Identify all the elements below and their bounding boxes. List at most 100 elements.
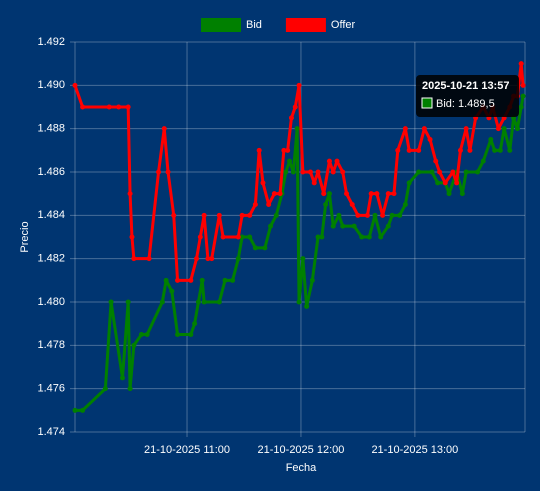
point	[296, 299, 302, 305]
point	[290, 169, 296, 175]
point	[131, 342, 137, 348]
point	[247, 234, 253, 240]
point	[131, 256, 137, 262]
point	[205, 256, 211, 262]
tooltip: 2025-10-21 13:57 Bid: 1.489,5	[416, 75, 519, 117]
point	[256, 147, 262, 153]
point	[296, 82, 302, 88]
point	[457, 147, 463, 153]
tooltip-swatch	[421, 97, 433, 109]
point	[72, 82, 78, 88]
point	[209, 256, 215, 262]
point	[106, 104, 112, 110]
point	[319, 234, 325, 240]
point	[163, 277, 169, 283]
x-axis-title: Fecha	[286, 462, 317, 474]
y-tick-label: 1.486	[37, 166, 65, 178]
point	[235, 256, 241, 262]
point	[480, 158, 486, 164]
point	[395, 147, 401, 153]
point	[442, 180, 448, 186]
point	[459, 191, 465, 197]
point	[288, 115, 294, 121]
point	[252, 245, 258, 251]
point	[283, 169, 289, 175]
point	[450, 169, 456, 175]
point	[344, 191, 350, 197]
point	[501, 126, 507, 132]
point	[80, 104, 86, 110]
point	[437, 169, 443, 175]
y-tick-label: 1.492	[37, 36, 65, 48]
point	[222, 277, 228, 283]
point	[277, 191, 283, 197]
point	[495, 126, 501, 132]
tooltip-title: 2025-10-21 13:57	[422, 80, 509, 92]
point	[159, 299, 165, 305]
point	[435, 180, 441, 186]
point	[391, 191, 397, 197]
point	[304, 303, 310, 309]
point	[397, 212, 403, 218]
point	[402, 126, 408, 132]
point	[380, 212, 386, 218]
point	[463, 126, 469, 132]
point	[514, 126, 520, 132]
point	[201, 212, 207, 218]
point	[463, 169, 469, 175]
y-tick-label: 1.478	[37, 339, 65, 351]
y-tick-label: 1.488	[37, 123, 65, 135]
y-tick-label: 1.480	[37, 296, 65, 308]
point	[429, 169, 435, 175]
point	[406, 147, 412, 153]
point	[271, 191, 277, 197]
y-tick-label: 1.476	[37, 383, 65, 395]
point	[416, 169, 422, 175]
x-tick-label: 21-10-2025 11:00	[144, 444, 230, 456]
point	[252, 202, 258, 207]
point	[294, 126, 300, 132]
point	[374, 191, 380, 197]
point	[195, 299, 201, 305]
legend-swatch	[201, 18, 241, 32]
point	[192, 321, 198, 327]
point	[334, 158, 340, 164]
point	[266, 202, 272, 207]
point	[321, 191, 327, 197]
point	[281, 147, 287, 153]
legend-label: Offer	[331, 19, 356, 31]
point	[125, 104, 131, 110]
point	[326, 191, 332, 197]
legend-swatch	[285, 18, 326, 32]
point	[239, 234, 245, 240]
point	[127, 386, 133, 392]
point	[230, 277, 236, 283]
point	[309, 277, 315, 283]
y-tick-label: 1.482	[37, 253, 65, 265]
point	[247, 212, 253, 218]
point	[188, 332, 194, 337]
point	[492, 147, 498, 153]
point	[156, 169, 162, 175]
point	[220, 234, 226, 240]
legend-label: Bid	[246, 19, 262, 31]
point	[273, 212, 279, 218]
point	[355, 212, 361, 218]
point	[169, 288, 175, 294]
point	[127, 191, 133, 197]
point	[194, 256, 200, 262]
point	[161, 126, 167, 132]
point	[427, 137, 433, 142]
point	[102, 386, 108, 392]
point	[125, 299, 131, 305]
point	[138, 332, 144, 337]
point	[175, 277, 181, 283]
point	[216, 212, 222, 218]
y-axis-title: Precio	[19, 221, 31, 252]
point	[72, 407, 78, 413]
point	[292, 104, 298, 110]
point	[475, 169, 481, 175]
point	[340, 169, 346, 175]
point	[330, 223, 336, 229]
point	[368, 191, 374, 197]
